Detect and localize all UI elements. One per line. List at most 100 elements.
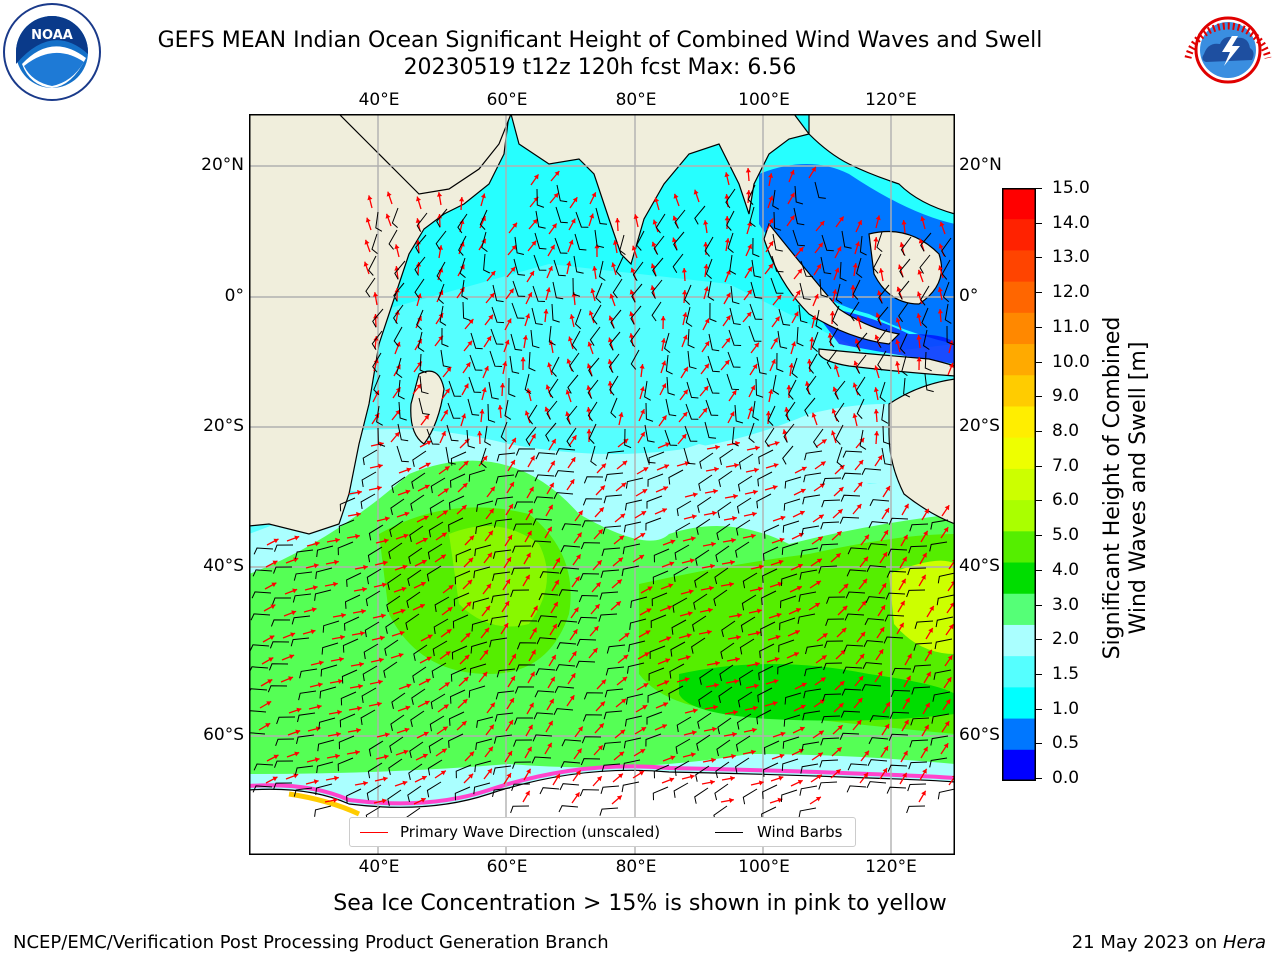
wind-barb — [632, 261, 644, 282]
wind-barb — [717, 717, 732, 735]
wave-direction-arrowhead — [420, 797, 426, 803]
wave-direction-arrowhead — [467, 579, 473, 585]
wave-direction-arrowhead — [692, 492, 698, 498]
wave-direction-arrowhead — [505, 579, 510, 585]
wind-barb — [535, 210, 546, 229]
wave-direction-arrowhead — [691, 730, 697, 736]
wave-direction-arrowhead — [547, 362, 553, 368]
wave-direction-arrowhead — [545, 384, 551, 390]
wave-direction-arrowhead — [272, 776, 278, 782]
wave-direction-arrowhead — [489, 508, 494, 514]
wind-barb — [783, 423, 795, 443]
colorbar-label-line2: Wind Waves and Swell [m] — [1126, 341, 1151, 635]
wind-barb — [582, 714, 603, 722]
colorbar-tick-label: 15.0 — [1052, 178, 1090, 198]
wind-barb — [415, 234, 427, 254]
wind-barb — [362, 449, 378, 466]
wave-direction-arrowhead — [710, 563, 715, 569]
wind-barb — [366, 784, 382, 801]
wave-direction-arrowhead — [689, 558, 695, 564]
wind-barb — [672, 597, 688, 613]
wave-direction-arrowhead — [272, 560, 278, 566]
wind-barb — [910, 717, 930, 726]
wind-barb — [534, 474, 555, 482]
wind-barb — [749, 206, 756, 227]
wind-barb — [685, 306, 693, 327]
wind-barb — [561, 523, 582, 531]
wave-direction-arrowhead — [816, 558, 822, 564]
wave-direction-arrowhead — [533, 605, 538, 611]
wave-direction-arrowhead — [750, 385, 756, 391]
wave-direction-arrowhead — [529, 486, 534, 492]
lat-tick-left: 20°N — [201, 155, 244, 175]
wave-direction-arrowhead — [553, 193, 559, 198]
wind-barb — [781, 542, 799, 555]
wave-direction-arrowhead — [882, 552, 887, 558]
wave-direction-arrowhead — [711, 757, 716, 763]
wind-barb — [551, 356, 560, 377]
wind-barb — [414, 256, 426, 276]
wave-direction-arrowhead — [713, 488, 718, 494]
wind-barb — [473, 782, 491, 795]
wave-direction-arrowhead — [504, 601, 510, 607]
wind-barb — [419, 353, 427, 374]
wave-direction-arrowhead — [715, 444, 720, 450]
wave-direction-arrowhead — [903, 750, 908, 756]
wind-barb — [512, 761, 532, 769]
colorbar-tick-mark — [1036, 569, 1042, 571]
wind-barb — [447, 402, 461, 419]
wave-direction-arrowhead — [641, 727, 647, 732]
lon-tick-top: 60°E — [486, 90, 528, 110]
lat-tick-right: 20°S — [959, 416, 1000, 436]
wave-direction-arrowhead — [921, 574, 926, 580]
wind-barb — [929, 541, 948, 552]
wind-barb — [759, 643, 775, 659]
wave-direction-arrowhead — [916, 357, 922, 362]
wave-direction-arrowhead — [506, 318, 512, 324]
wind-barb — [459, 257, 466, 278]
wave-direction-arrowhead — [525, 313, 531, 319]
wave-direction-arrowhead — [566, 358, 572, 364]
wind-barb — [714, 567, 729, 585]
wave-direction-arrowhead — [402, 564, 408, 570]
wind-barb — [339, 497, 356, 512]
wave-direction-arrowhead — [357, 705, 362, 711]
wind-barb — [631, 283, 643, 303]
wind-barb — [452, 614, 469, 629]
wind-barb — [384, 639, 399, 656]
wave-direction-arrowhead — [811, 412, 817, 418]
colorbar-tick-mark — [1036, 778, 1042, 779]
wave-direction-arrowhead — [468, 557, 474, 563]
wind-barb — [316, 545, 334, 558]
wind-barb — [455, 764, 472, 779]
wind-barb — [737, 475, 753, 492]
wave-direction-arrowhead — [588, 310, 594, 316]
wind-barb — [836, 446, 843, 467]
wind-barb — [924, 351, 932, 372]
wave-direction-arrowhead — [668, 583, 674, 589]
wind-barb — [426, 428, 440, 445]
wind-barb — [496, 668, 516, 678]
land-southeast-asia — [808, 114, 955, 215]
wind-barb — [734, 404, 744, 424]
wave-direction-arrowhead — [547, 526, 552, 532]
wave-height-map — [249, 114, 955, 855]
wind-barb — [372, 308, 384, 328]
wind-barb — [532, 285, 546, 302]
wind-barb — [583, 692, 604, 700]
wind-barb — [587, 379, 599, 399]
legend-wave-direction: Primary Wave Direction (unscaled) — [400, 823, 661, 841]
wind-barb — [861, 684, 882, 692]
wind-barb — [615, 256, 624, 277]
colorbar-tick-label: 1.5 — [1052, 663, 1080, 684]
wind-barb — [764, 427, 775, 448]
wave-direction-arrowhead — [618, 412, 624, 418]
wind-barb — [436, 208, 448, 228]
wind-barb — [315, 783, 333, 795]
wind-barb — [674, 544, 690, 560]
wind-barb — [721, 620, 736, 638]
wind-barb — [782, 445, 794, 465]
colorbar-tick-mark — [1036, 326, 1042, 328]
wave-direction-arrowhead — [268, 657, 274, 662]
wave-direction-arrowhead — [531, 240, 537, 246]
